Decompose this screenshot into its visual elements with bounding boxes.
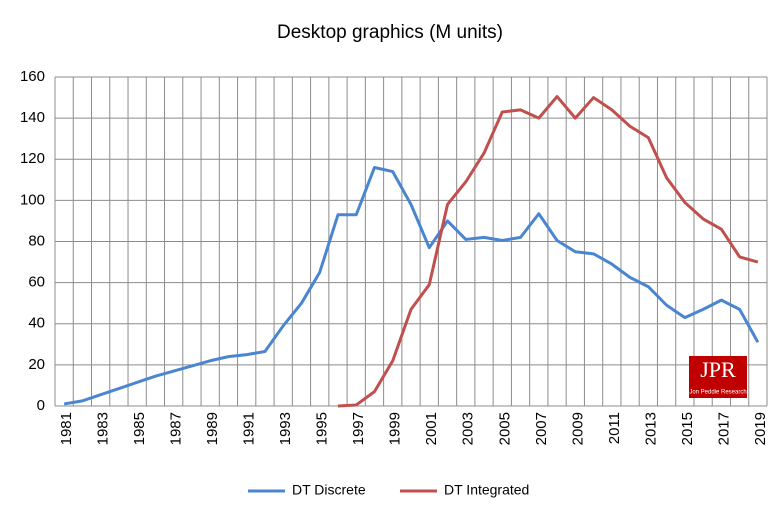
y-tick-label: 60 [28, 274, 45, 291]
legend-label: DT Discrete [292, 482, 366, 498]
x-tick-label: 1987 [168, 412, 185, 445]
y-tick-label: 20 [28, 356, 45, 373]
chart-title: Desktop graphics (M units) [277, 22, 503, 43]
x-tick-label: 2007 [533, 412, 550, 445]
x-tick-label: 1993 [277, 412, 294, 445]
x-tick-label: 1985 [131, 412, 148, 445]
series-line [63, 165, 760, 406]
y-tick-label: 40 [28, 315, 45, 332]
x-tick-label: 2009 [569, 412, 586, 445]
logo-subtext: Jon Peddie Research [689, 390, 746, 396]
x-tick-label: 1997 [350, 412, 367, 445]
y-tick-label: 120 [20, 150, 45, 167]
logo: JPR Jon Peddie Research [689, 356, 747, 398]
x-tick-label: 1999 [387, 412, 404, 445]
y-tick-label: 100 [20, 191, 45, 208]
series-line [337, 95, 759, 408]
y-tick-label: 0 [37, 397, 45, 414]
x-tick-label: 1989 [204, 412, 221, 445]
logo-text: JPR [700, 357, 736, 382]
legend-label: DT Integrated [444, 482, 529, 498]
x-tick-label: 1991 [241, 412, 258, 445]
x-tick-label: 1995 [314, 412, 331, 445]
x-tick-label: 2003 [460, 412, 477, 445]
x-tick-label: 2011 [606, 412, 623, 444]
x-tick-label: 2001 [423, 412, 440, 445]
x-tick-label: 2017 [715, 412, 732, 445]
x-tick-label: 2015 [679, 412, 696, 445]
y-tick-label: 160 [20, 68, 45, 85]
x-tick-label: 2013 [642, 412, 659, 445]
x-tick-label: 1983 [95, 412, 112, 445]
x-tick-label: 1981 [58, 412, 75, 445]
x-tick-label: 2005 [496, 412, 513, 445]
x-tick-label: 2019 [752, 412, 769, 445]
y-tick-label: 80 [28, 232, 45, 249]
y-tick-label: 140 [20, 109, 45, 126]
logo-box [689, 356, 747, 398]
